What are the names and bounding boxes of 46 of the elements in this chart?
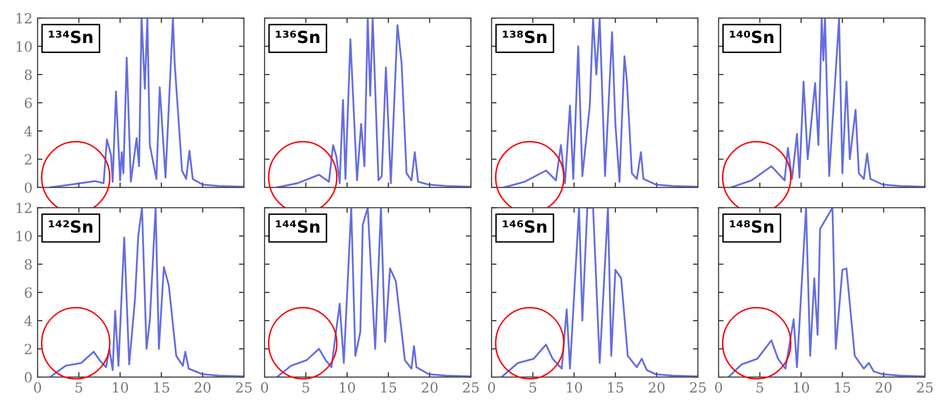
y-tick-label: 6 [24,287,32,298]
text: ¹³⁸Sn [502,30,546,44]
x-tick-label: 25 [917,382,933,393]
y-tick-label: 2 [24,344,32,354]
text: ¹⁴²Sn [48,220,92,233]
y-tick-label: 2 [24,154,32,164]
y-tick-label: 6 [24,98,32,108]
y-tick-label: 12 [16,13,32,24]
x-tick-label: 0 [34,382,42,393]
y-tick-label: 4 [24,316,32,326]
x-tick-label: 20 [422,382,438,393]
y-tick-label: 12 [16,202,32,214]
x-tick-label: 25 [690,382,706,393]
text: ¹⁴⁸Sn [730,220,774,233]
text: ¹³⁶Sn [276,30,320,44]
x-tick-label: 5 [756,382,764,393]
x-tick-label: 0 [488,382,496,393]
x-tick-label: 10 [112,382,128,393]
text: ¹⁴⁰Sn [730,30,774,44]
text: ¹³⁴Sn [48,30,92,44]
x-tick-label: 5 [530,382,536,393]
x-tick-label: 10 [566,382,582,393]
x-tick-label: 20 [194,382,211,393]
x-tick-label: 20 [876,382,892,393]
y-tick-label: 0 [24,372,32,383]
x-tick-label: 15 [381,382,396,393]
x-tick-label: 15 [154,382,170,393]
x-tick-label: 0 [715,382,722,393]
text: ¹⁴⁶Sn [502,220,546,233]
x-tick-label: 25 [463,382,479,393]
x-tick-label: 5 [76,382,82,393]
x-tick-label: 15 [608,382,624,393]
x-tick-label: 0 [261,382,268,393]
x-tick-label: 15 [835,382,850,393]
x-tick-label: 5 [302,382,310,393]
y-tick-label: 0 [24,182,32,193]
y-tick-label: 8 [24,259,32,270]
y-tick-label: 10 [16,41,32,52]
text: ¹⁴⁴Sn [276,220,320,233]
x-tick-label: 10 [340,382,356,393]
x-tick-label: 10 [794,382,810,393]
y-tick-label: 10 [16,230,32,242]
x-tick-label: 20 [648,382,665,393]
y-tick-label: 4 [24,126,32,136]
y-tick-label: 8 [24,70,32,80]
x-tick-label: 25 [236,382,252,393]
